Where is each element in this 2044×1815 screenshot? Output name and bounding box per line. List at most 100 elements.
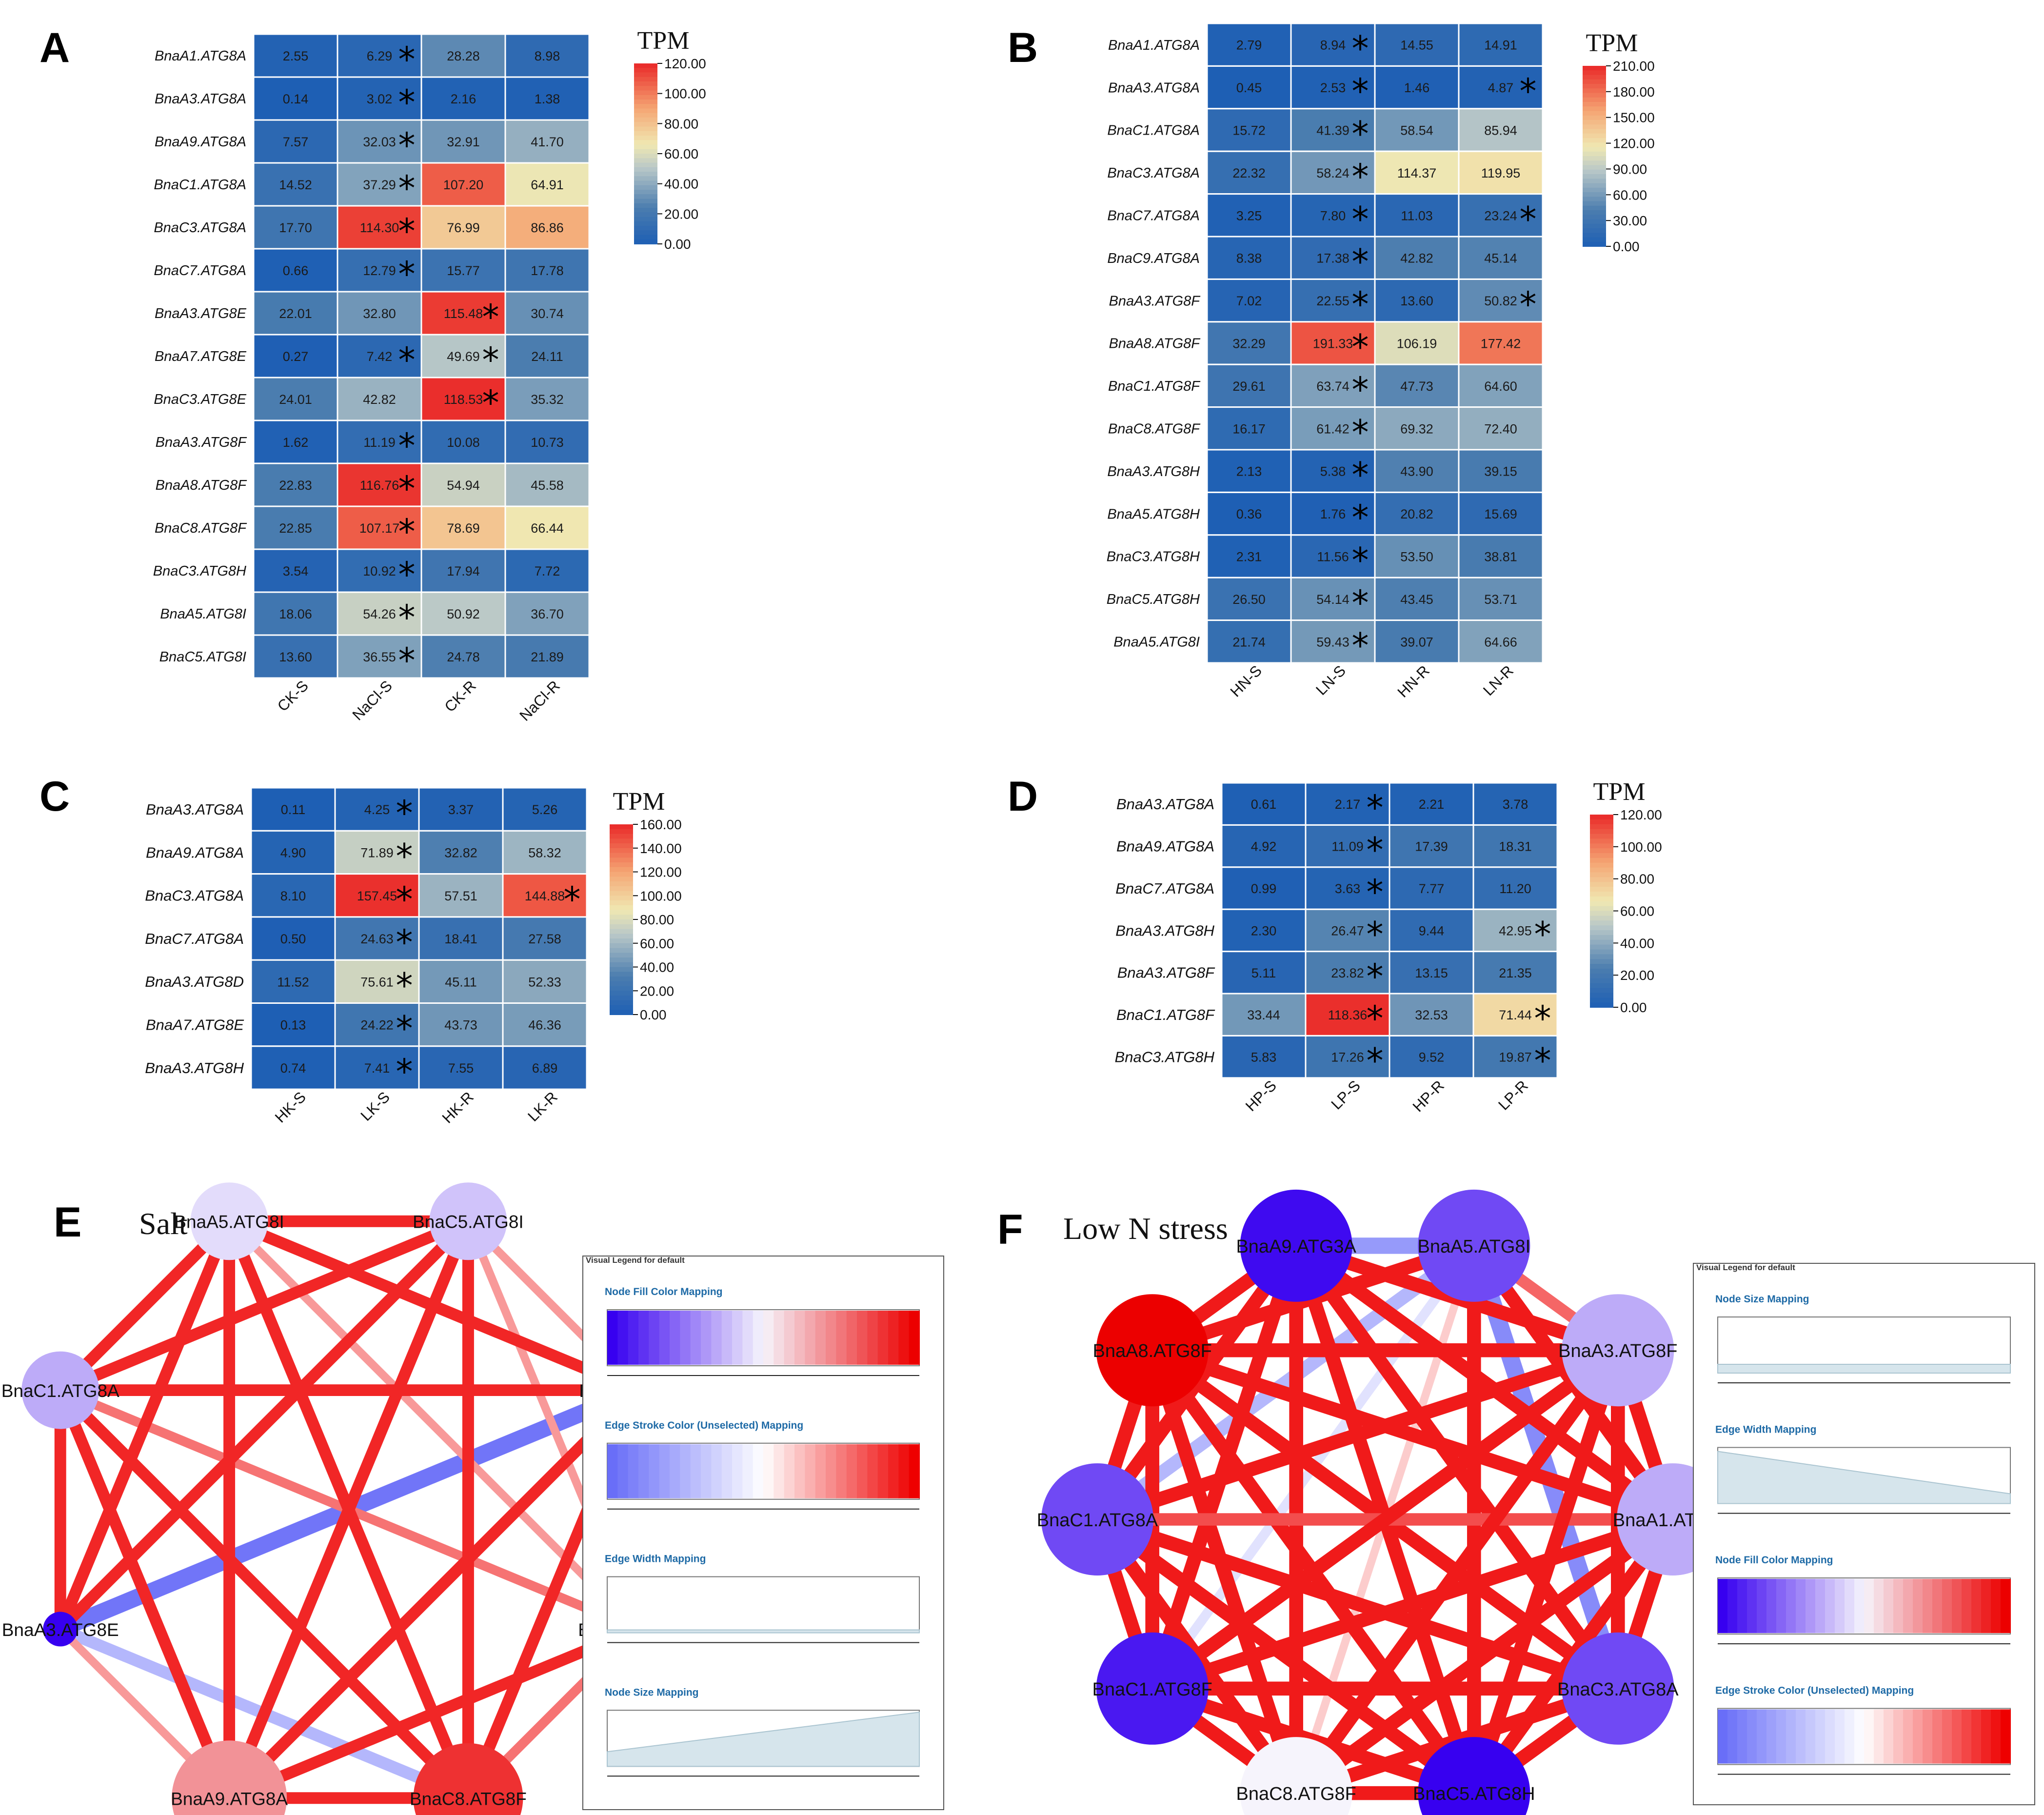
colorbar-segment bbox=[1583, 201, 1606, 206]
column-label: HK-R bbox=[439, 1088, 477, 1126]
significance-star: * bbox=[398, 82, 416, 122]
column-label: LN-S bbox=[1312, 662, 1349, 698]
network-edge bbox=[224, 1219, 474, 1800]
cell-value: 64.91 bbox=[531, 178, 564, 192]
colorbar-tick-label: 60.00 bbox=[640, 936, 674, 951]
heatmap-cell bbox=[1221, 908, 1307, 953]
legend-gradient-segment bbox=[701, 1311, 712, 1365]
colorbar-segment bbox=[1583, 102, 1606, 107]
cell-value: 45.14 bbox=[1484, 251, 1517, 266]
colorbar-segment bbox=[1583, 142, 1606, 148]
legend-heading: Visual Legend for default bbox=[1696, 1263, 1795, 1272]
colorbar-tick-label: 30.00 bbox=[1613, 213, 1647, 228]
panel-b: B BnaA1.ATG8A 2.79 8.94 * 14.55 14.91 BnaA3.ATG… bbox=[1008, 22, 1655, 701]
panel-d: D BnaA3.ATG8A 0.61 2.17 * 2.21 3.78 BnaA9.ATG8A… bbox=[1008, 773, 1662, 1115]
visual-legend: Visual Legend for default Node Size Mappi… bbox=[1693, 1263, 2035, 1805]
heatmap-cell bbox=[504, 248, 590, 293]
colorbar-tick-label: 160.00 bbox=[640, 817, 682, 832]
cell-value: 64.66 bbox=[1484, 635, 1517, 649]
colorbar-segment bbox=[610, 1005, 633, 1011]
heatmap-cell bbox=[502, 787, 588, 832]
colorbar-tick-label: 40.00 bbox=[664, 177, 698, 192]
colorbar-segment bbox=[610, 1000, 633, 1006]
row-label: BnaC3.ATG8H bbox=[1115, 1048, 1215, 1065]
heatmap-cell bbox=[1374, 491, 1460, 536]
node-label: BnaA5.ATG8I bbox=[1417, 1237, 1530, 1257]
legend-gradient-segment bbox=[1796, 1579, 1806, 1633]
colorbar-segment bbox=[1583, 197, 1606, 202]
network-node bbox=[21, 1351, 99, 1429]
legend-gradient-segment bbox=[607, 1311, 618, 1365]
legend-gradient-segment bbox=[753, 1444, 764, 1498]
cell-value: 24.11 bbox=[531, 349, 563, 364]
cell-value: 15.77 bbox=[447, 263, 480, 278]
cell-value: 33.44 bbox=[1247, 1008, 1280, 1022]
heatmap-cell bbox=[1305, 908, 1390, 953]
cell-value: 7.02 bbox=[1236, 294, 1262, 308]
colorbar-segment bbox=[1583, 151, 1606, 157]
legend-section-title: Node Fill Color Mapping bbox=[605, 1286, 722, 1297]
row-label: BnaA3.ATG8A bbox=[155, 91, 246, 107]
legend-gradient-segment bbox=[805, 1444, 816, 1498]
cell-value: 157.45 bbox=[357, 889, 397, 903]
cell-value: 177.42 bbox=[1481, 337, 1521, 351]
heatmap-cell bbox=[1374, 65, 1460, 110]
network-edge bbox=[1093, 1240, 1478, 1525]
cell-value: 8.10 bbox=[280, 889, 306, 903]
colorbar-segment bbox=[1583, 147, 1606, 152]
legend-gradient-segment bbox=[909, 1311, 920, 1365]
colorbar-segment bbox=[1583, 205, 1606, 211]
significance-star: * bbox=[398, 555, 416, 595]
significance-star: * bbox=[1520, 284, 1537, 324]
significance-star: * bbox=[1352, 157, 1369, 197]
heatmap-cell bbox=[1374, 619, 1460, 664]
cell-value: 10.73 bbox=[531, 435, 564, 450]
colorbar-segment bbox=[610, 843, 633, 849]
cell-value: 5.38 bbox=[1320, 464, 1346, 479]
colorbar-segment bbox=[1590, 949, 1613, 955]
cell-value: 45.58 bbox=[531, 478, 564, 493]
cell-value: 4.92 bbox=[1251, 839, 1277, 854]
cell-value: 7.77 bbox=[1419, 881, 1445, 896]
legend-gradient-segment bbox=[753, 1311, 764, 1365]
legend-gradient-segment bbox=[1884, 1579, 1894, 1633]
heatmap-cell bbox=[337, 334, 422, 379]
legend-gradient-segment bbox=[888, 1444, 899, 1498]
legend-gradient-segment bbox=[690, 1444, 701, 1498]
heatmap-cell bbox=[1389, 824, 1474, 868]
heatmap-cell bbox=[1206, 150, 1292, 195]
legend-gradient-segment bbox=[1893, 1709, 1904, 1764]
significance-star: * bbox=[396, 793, 413, 833]
cell-value: 7.55 bbox=[448, 1061, 474, 1076]
legend-gradient-segment bbox=[1737, 1709, 1747, 1764]
network-edge bbox=[227, 1623, 639, 1804]
cell-value: 7.42 bbox=[367, 349, 393, 364]
legend-gradient-segment bbox=[617, 1311, 629, 1365]
colorbar-segment bbox=[634, 113, 657, 118]
colorbar-segment bbox=[1590, 954, 1613, 960]
cell-value: 0.66 bbox=[283, 263, 309, 278]
cell-value: 119.95 bbox=[1481, 166, 1521, 180]
legend-gradient-segment bbox=[1835, 1709, 1845, 1764]
heatmap-cell bbox=[418, 830, 504, 875]
legend-gradient-segment bbox=[846, 1444, 857, 1498]
cell-value: 19.87 bbox=[1499, 1050, 1532, 1065]
colorbar-tick-label: 60.00 bbox=[1613, 187, 1647, 202]
colorbar-segment bbox=[1590, 1002, 1613, 1008]
network-edge bbox=[1290, 1346, 1624, 1797]
colorbar-segment bbox=[634, 136, 657, 141]
column-label: HP-R bbox=[1409, 1077, 1448, 1115]
colorbar-segment bbox=[1590, 906, 1613, 912]
cell-value: 2.21 bbox=[1419, 797, 1445, 812]
colorbar-segment bbox=[610, 981, 633, 987]
colorbar-segment bbox=[610, 896, 633, 901]
colorbar-segment bbox=[634, 212, 657, 218]
legend-gradient-segment bbox=[898, 1444, 910, 1498]
cell-value: 5.83 bbox=[1251, 1050, 1277, 1065]
colorbar-segment bbox=[634, 122, 657, 127]
significance-star: * bbox=[482, 340, 499, 380]
cell-value: 8.38 bbox=[1236, 251, 1262, 266]
colorbar-segment bbox=[634, 95, 657, 100]
colorbar-tick-label: 100.00 bbox=[1620, 839, 1662, 855]
heatmap-cell bbox=[1290, 65, 1376, 110]
